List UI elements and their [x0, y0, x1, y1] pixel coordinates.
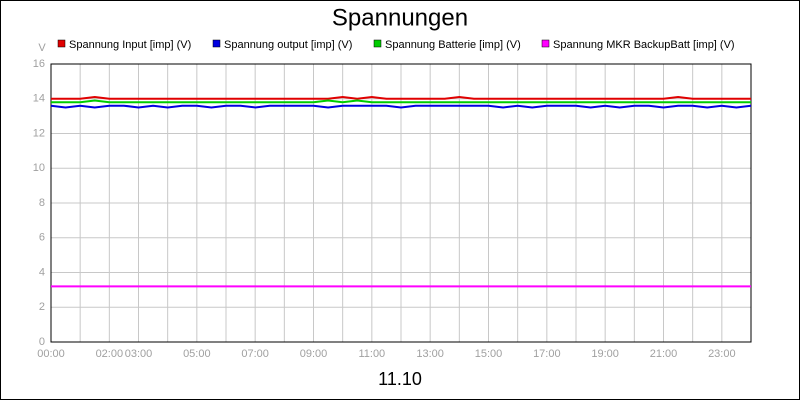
series-line	[51, 96, 751, 100]
legend-label: Spannung MKR BackupBatt [imp] (V)	[553, 39, 735, 51]
y-tick-label: 4	[39, 266, 45, 278]
y-tick-label: 14	[33, 93, 45, 105]
y-tick-label: 10	[33, 162, 45, 174]
y-tick-label: 8	[39, 197, 45, 209]
y-tick-label: 6	[39, 232, 45, 244]
x-tick-label: 21:00	[650, 348, 678, 360]
y-tick-label: 2	[39, 301, 45, 313]
x-axis-label: 11.10	[378, 369, 422, 389]
legend-label: Spannung Input [imp] (V)	[69, 39, 191, 51]
y-tick-label: 12	[33, 127, 45, 139]
x-tick-label: 17:00	[533, 348, 561, 360]
legend-swatch	[57, 39, 66, 48]
y-tick-label: 16	[33, 58, 45, 70]
x-tick-label: 11:00	[358, 348, 385, 360]
legend-swatch	[212, 39, 221, 48]
x-tick-label: 05:00	[183, 348, 211, 360]
legend-swatch	[541, 39, 550, 48]
x-tick-label: 00:00	[37, 348, 65, 360]
series-line	[51, 99, 751, 104]
x-tick-label: 03:00	[125, 348, 153, 360]
y-tick-label: 0	[39, 336, 45, 348]
legend-swatch	[373, 39, 382, 48]
plot-border	[50, 63, 752, 343]
series-line	[50, 104, 752, 109]
x-tick-label: 19:00	[591, 348, 619, 360]
x-tick-label: 23:00	[708, 348, 736, 360]
x-tick-label: 15:00	[475, 348, 503, 360]
chart-title: Spannungen	[332, 4, 468, 31]
legend-label: Spannung output [imp] (V)	[224, 39, 352, 51]
x-tick-label: 13:00	[416, 348, 444, 360]
x-tick-label: 07:00	[241, 348, 269, 360]
y-axis-label: V	[38, 42, 46, 54]
legend-label: Spannung Batterie [imp] (V)	[385, 39, 521, 51]
x-tick-label: 02:00	[96, 348, 124, 360]
x-tick-label: 09:00	[300, 348, 328, 360]
